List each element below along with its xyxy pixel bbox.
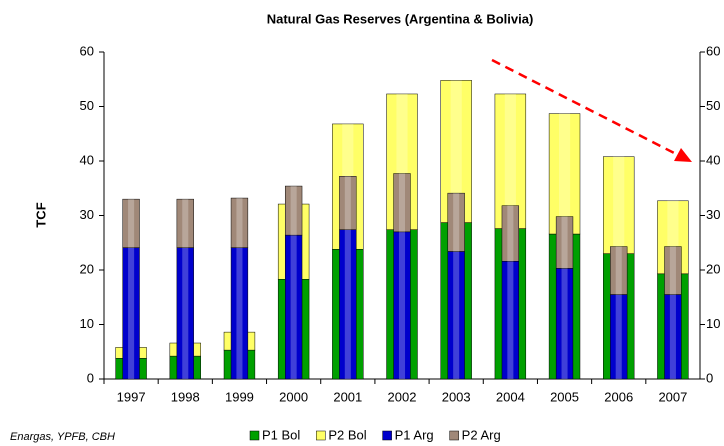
bar-highlight [561, 268, 568, 379]
legend-label: P1 Arg [395, 427, 434, 442]
legend-label: P2 Bol [328, 427, 366, 442]
bar-highlight [398, 231, 406, 379]
source-note: Enargas, YPFB, CBH [10, 431, 115, 443]
trend-arrow [491, 58, 692, 162]
bar-highlight [236, 198, 243, 248]
bar-highlight [396, 93, 408, 230]
y-tick-label: 10 [80, 316, 94, 331]
bar-highlight [450, 80, 462, 223]
bar-highlight [344, 229, 351, 379]
bar-segment [230, 197, 249, 248]
bar-highlight [558, 113, 571, 235]
y-tick-label: 40 [80, 152, 94, 167]
bar-highlight [613, 156, 625, 254]
bar-highlight [504, 93, 516, 229]
bar-highlight [507, 261, 514, 379]
y-tick-label: 60 [80, 43, 94, 58]
bar-highlight [615, 246, 622, 295]
legend-swatch [316, 430, 326, 441]
x-tick-label: 2005 [550, 389, 579, 404]
bar-highlight [669, 246, 676, 295]
y2-tick-label: 20 [706, 261, 720, 276]
y2-tick-label: 10 [706, 316, 720, 331]
x-tick-label: 2002 [388, 389, 417, 404]
x-tick-label: 1998 [171, 389, 200, 404]
x-tick-label: 2000 [279, 389, 308, 404]
y-tick-label: 50 [80, 98, 94, 113]
bar-highlight [344, 176, 351, 230]
bar-highlight [669, 294, 676, 379]
bar-segment [284, 185, 303, 236]
legend-label: P1 Bol [262, 427, 300, 442]
x-tick-label: 2001 [333, 389, 362, 404]
y-tick-label: 20 [80, 261, 94, 276]
y2-tick-label: 30 [706, 207, 720, 222]
bar-segment [610, 246, 628, 295]
legend-swatch [249, 430, 260, 441]
chart-title: Natural Gas Reserves (Argentina & Bolivi… [267, 11, 534, 26]
bar-highlight [453, 251, 460, 379]
x-tick-label: 1997 [117, 389, 146, 404]
y-axis-label: TCF [33, 202, 48, 227]
bar-highlight [507, 205, 514, 262]
y-tick-label: 0 [87, 370, 94, 385]
x-tick-label: 2003 [442, 389, 471, 404]
legend-swatch [382, 430, 392, 441]
bar-segment [664, 246, 682, 295]
legend-label: P2 Arg [462, 427, 501, 442]
y-tick-label: 30 [80, 207, 94, 222]
bar-segment [339, 176, 357, 230]
bar-segment [501, 205, 520, 262]
y2-tick-label: 60 [706, 43, 720, 58]
x-tick-label: 2007 [658, 389, 687, 404]
bar-highlight [182, 247, 189, 379]
bar-segment [548, 113, 581, 235]
y2-tick-label: 40 [706, 152, 720, 167]
legend-swatch [449, 430, 459, 441]
bar-highlight [128, 199, 135, 248]
bar-highlight [398, 173, 406, 232]
x-tick-label: 1999 [225, 389, 254, 404]
x-tick-label: 2004 [496, 389, 525, 404]
bar-highlight [561, 216, 568, 269]
bar-highlight [236, 247, 243, 379]
bar-segment [122, 198, 140, 248]
bar-highlight [182, 199, 189, 248]
x-tick-label: 2006 [604, 389, 633, 404]
bar-segment [447, 192, 465, 252]
bar-highlight [667, 200, 679, 274]
bar-highlight [453, 193, 460, 252]
y2-tick-label: 50 [706, 98, 720, 113]
bar-segment [393, 173, 411, 233]
y2-tick-label: 0 [706, 370, 713, 385]
bar-highlight [290, 186, 297, 236]
bar-highlight [290, 235, 297, 379]
bar-segment [603, 156, 635, 254]
bar-highlight [615, 294, 622, 379]
bar-highlight [128, 247, 135, 379]
bar-segment [555, 216, 574, 269]
bar-segment [176, 198, 194, 248]
